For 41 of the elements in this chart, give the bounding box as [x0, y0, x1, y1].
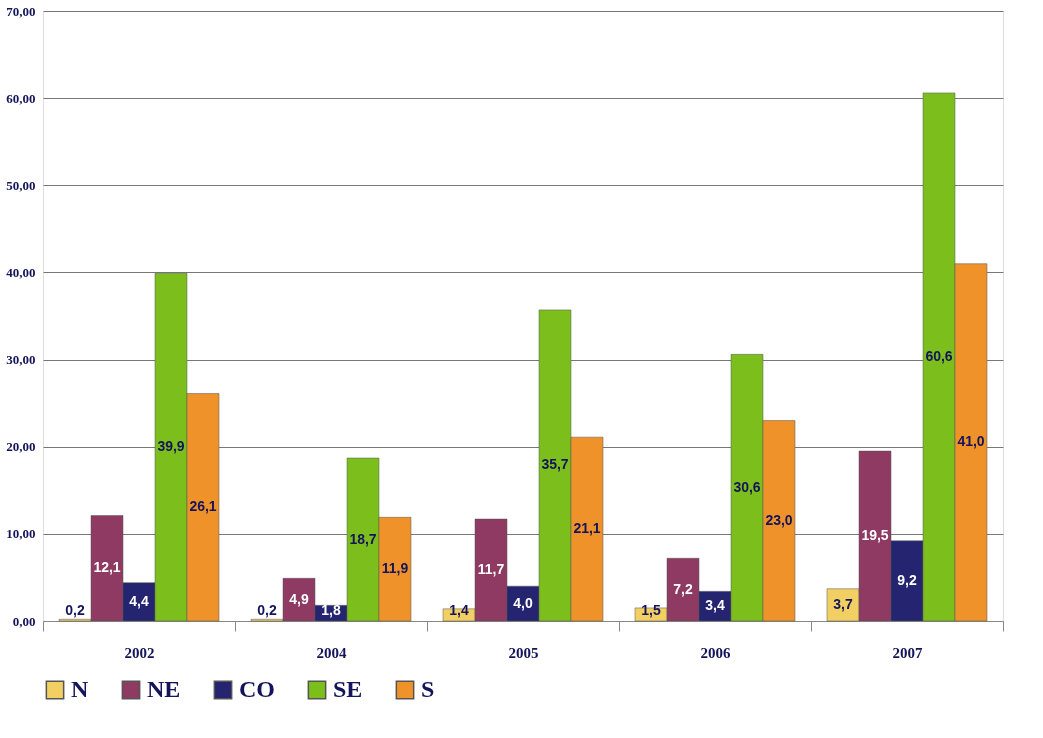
data-label: 23,0 [765, 511, 793, 528]
data-label: 35,7 [541, 456, 569, 473]
data-label: 11,7 [477, 561, 505, 578]
x-tick-label: 2005 [508, 644, 539, 661]
data-label: 18,7 [349, 530, 377, 547]
data-label: 21,1 [573, 520, 601, 537]
legend-label: N [71, 676, 89, 702]
data-label: 19,5 [861, 527, 889, 544]
y-tick-label: 60,00 [6, 90, 36, 106]
data-label: 60,6 [925, 347, 953, 364]
y-tick-label: 20,00 [6, 439, 36, 455]
data-label: 39,9 [157, 438, 185, 455]
data-label: 1,8 [321, 601, 341, 618]
data-label: 7,2 [673, 580, 693, 597]
x-tick-label: 2006 [700, 644, 731, 661]
data-label: 0,2 [65, 601, 85, 618]
data-label: 4,4 [129, 592, 149, 609]
legend-label: CO [239, 676, 275, 702]
data-label: 12,1 [93, 559, 121, 576]
x-tick-label: 2007 [892, 644, 923, 661]
x-tick-label: 2002 [124, 644, 155, 661]
legend-label: S [421, 676, 435, 702]
data-label: 11,9 [381, 560, 409, 577]
y-tick-label: 10,00 [6, 526, 36, 542]
data-label: 9,2 [897, 571, 917, 588]
y-tick-label: 30,00 [6, 352, 36, 368]
y-tick-label: 40,00 [6, 264, 36, 280]
data-label: 0,2 [257, 601, 277, 618]
data-label: 3,4 [705, 597, 725, 614]
x-tick-label: 2004 [316, 644, 347, 661]
y-tick-label: 0,00 [12, 613, 36, 629]
data-label: 26,1 [189, 498, 217, 515]
data-label: 4,9 [289, 590, 309, 607]
data-label: 41,0 [957, 433, 985, 450]
legend-label: NE [147, 676, 181, 702]
y-tick-label: 70,00 [6, 3, 36, 19]
legend-label: SE [333, 676, 363, 702]
data-label: 4,0 [513, 594, 533, 611]
data-label: 30,6 [733, 478, 761, 495]
y-tick-label: 50,00 [6, 177, 36, 193]
data-label: 3,7 [833, 595, 853, 612]
